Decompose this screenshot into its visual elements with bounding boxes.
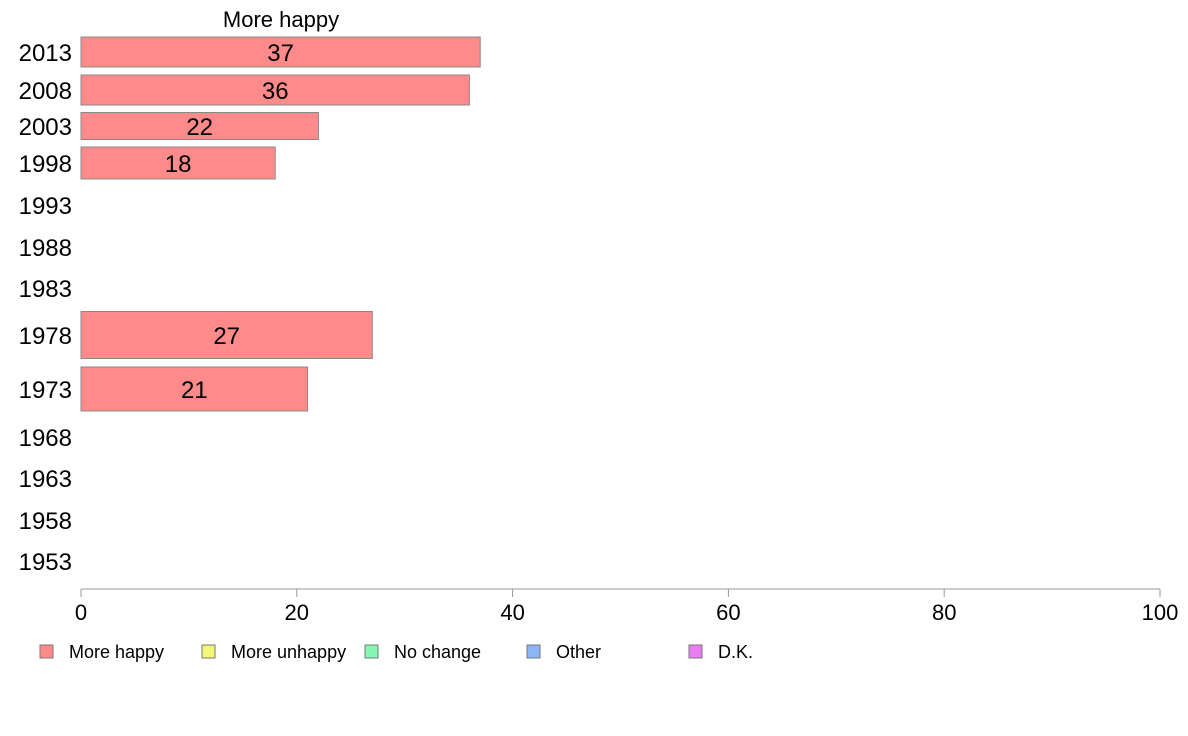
y-tick-label: 1968 <box>19 425 72 452</box>
legend-label: No change <box>394 642 481 662</box>
y-tick-label: 1998 <box>19 151 72 178</box>
y-tick-label: 1958 <box>19 508 72 535</box>
year-labels: 2013 2008 2003 1998 1993 1988 1983 1978 1973 1968… <box>19 40 72 576</box>
bar <box>80 311 373 359</box>
x-tick-label: 0 <box>75 600 87 625</box>
bar <box>80 74 470 106</box>
legend-label: D.K. <box>718 642 753 662</box>
bar <box>80 36 481 68</box>
x-tick-label: 80 <box>932 600 956 625</box>
y-tick-label: 1973 <box>19 377 72 404</box>
bar-value-label: 22 <box>186 114 213 141</box>
x-tick-label: 60 <box>716 600 740 625</box>
bar-value-label: 21 <box>181 377 208 404</box>
x-tick-label: 40 <box>500 600 524 625</box>
x-tick-label: 100 <box>1142 600 1179 625</box>
y-tick-label: 1953 <box>19 549 72 576</box>
bar <box>80 366 309 412</box>
bars <box>80 36 481 412</box>
bar-value-label: 27 <box>213 323 240 350</box>
legend-swatch <box>39 644 54 659</box>
bar-value-label: 36 <box>262 78 289 105</box>
legend-label: More happy <box>69 642 164 662</box>
x-tick-label: 20 <box>285 600 309 625</box>
x-axis-ticks: 0 20 40 60 80 100 <box>75 589 1178 625</box>
y-tick-label: 1978 <box>19 323 72 350</box>
y-tick-label: 2003 <box>19 114 72 141</box>
legend: More happy More unhappy No change Other D.K. <box>39 642 753 662</box>
bar <box>80 112 319 140</box>
legend-label: Other <box>556 642 601 662</box>
y-tick-label: 1988 <box>19 235 72 262</box>
bar-value-label: 18 <box>165 151 192 178</box>
chart-title: More happy <box>223 7 339 32</box>
legend-label: More unhappy <box>231 642 346 662</box>
legend-swatch <box>526 644 541 659</box>
bar-value-label: 37 <box>267 40 294 67</box>
legend-swatch <box>201 644 216 659</box>
legend-swatch <box>688 644 703 659</box>
y-tick-label: 1993 <box>19 193 72 220</box>
y-tick-label: 1963 <box>19 466 72 493</box>
bar <box>80 146 276 180</box>
y-tick-label: 2013 <box>19 40 72 67</box>
legend-swatch <box>364 644 379 659</box>
y-tick-label: 2008 <box>19 78 72 105</box>
y-tick-label: 1983 <box>19 276 72 303</box>
